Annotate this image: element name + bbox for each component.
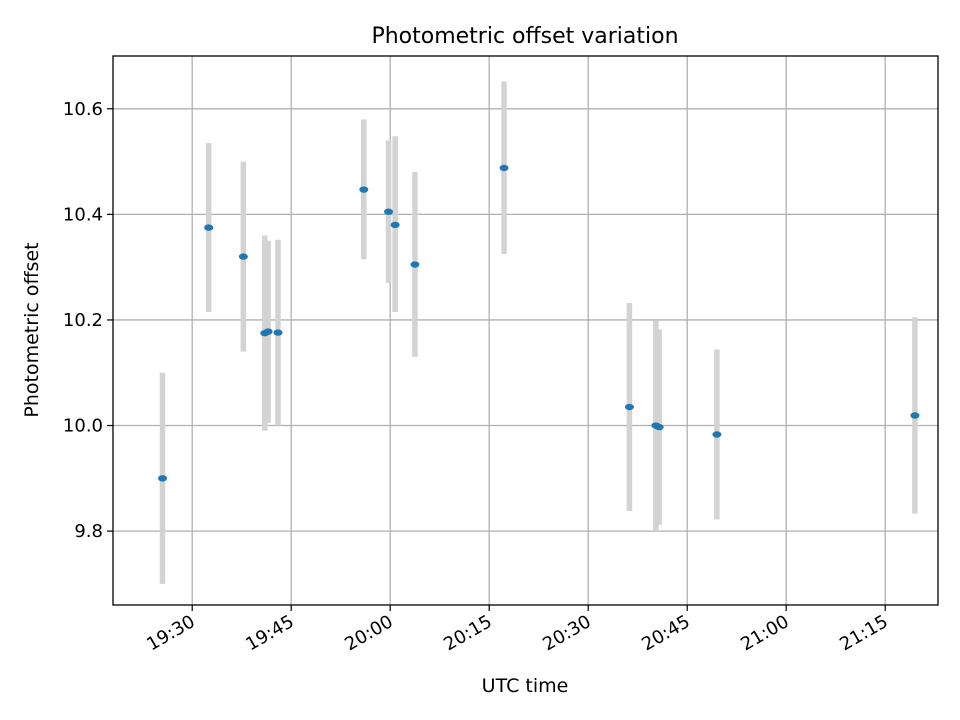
x-tick-label: 20:15 (440, 611, 495, 655)
data-point (624, 403, 634, 411)
data-point (263, 328, 273, 335)
x-tick-label: 20:00 (341, 611, 396, 655)
data-point (410, 261, 420, 268)
x-tick-label: 19:30 (143, 611, 198, 655)
data-point (654, 423, 664, 431)
y-tick-label: 10.6 (63, 99, 103, 120)
x-axis-label: UTC time (482, 675, 569, 697)
data-point (359, 186, 369, 193)
data-point (238, 253, 248, 260)
grid-lines (113, 56, 938, 605)
data-point (273, 329, 283, 336)
x-tick-label: 21:15 (836, 611, 891, 655)
plot-area-frame (112, 55, 939, 606)
x-tick-label: 21:00 (737, 611, 792, 655)
data-point (712, 431, 722, 438)
y-tick-label: 10.4 (63, 204, 103, 225)
chart-title: Photometric offset variation (371, 24, 678, 49)
x-tick-label: 20:45 (638, 611, 693, 655)
data-point (499, 164, 509, 172)
y-tick-label: 9.8 (74, 521, 103, 542)
y-tick-label: 10.0 (63, 416, 103, 437)
x-axis: 19:30 19:45 20:00 20:15 20:30 20:45 21:00 21:15 (143, 605, 892, 655)
y-tick-label: 10.2 (63, 310, 103, 331)
point-group (158, 164, 920, 482)
x-tick-label: 20:30 (539, 611, 594, 655)
data-point (204, 224, 214, 231)
data-point (384, 208, 394, 215)
y-axis-label: Photometric offset (21, 242, 43, 417)
data-point (158, 475, 167, 482)
data-point (910, 412, 920, 419)
data-point (390, 221, 400, 229)
x-tick-label: 19:45 (242, 611, 297, 655)
y-axis: 9.8 10.0 10.2 10.4 10.6 (63, 99, 113, 542)
